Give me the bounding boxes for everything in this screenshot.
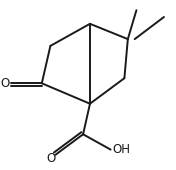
Text: OH: OH <box>113 143 131 156</box>
Text: O: O <box>0 77 10 90</box>
Text: O: O <box>47 152 56 165</box>
